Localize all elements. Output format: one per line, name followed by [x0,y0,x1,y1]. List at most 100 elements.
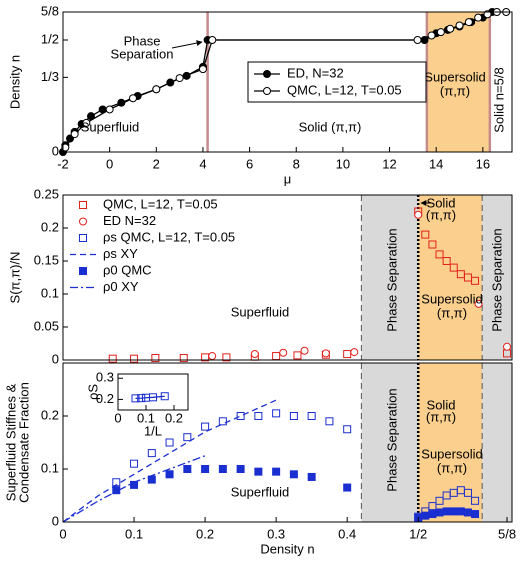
data-point [222,353,231,362]
data-point [160,392,169,401]
data-point [414,210,423,219]
data-point [343,483,352,492]
annotation: Superfluid [81,119,140,134]
x-tick-label: 0.1 [137,410,155,425]
data-point [128,94,137,103]
y-axis-label: Density n [7,55,22,109]
data-point [456,507,465,516]
data-point [147,449,156,458]
data-point [165,470,174,479]
data-point [449,507,458,516]
data-point [307,472,316,481]
annotation: (π,π) [437,460,467,475]
data-point [474,299,483,308]
data-point [442,507,451,516]
plot-frame [62,362,513,523]
annotation: Phase Separation [489,228,504,331]
plot-frame [117,373,189,411]
x-axis-label: Density n [260,541,314,556]
data-point [435,508,444,517]
legend-label: ED, N=32 [287,65,344,80]
y-axis-label: Condensate Fraction [16,382,31,503]
data-point [463,508,472,517]
data-point [471,276,480,285]
data-point [435,250,444,259]
data-point [201,422,210,431]
x-tick-label: 0 [59,526,66,541]
legend-marker [79,234,87,242]
data-point [428,502,437,511]
y-tick-label: 0 [52,513,59,528]
y-tick-label: 1/3 [41,69,59,84]
y-axis-label: ρS [85,384,100,400]
series-line [62,399,277,523]
x-tick-label: 12 [382,156,396,171]
annotation: Supersolid [421,446,482,461]
data-point [474,13,483,22]
legend-label: ρ0 QMC [103,262,152,277]
annotation: Superfluid [231,304,290,319]
data-point [208,352,217,361]
x-tick-label: 4 [199,156,206,171]
legend-label: ED N=32 [103,213,156,228]
data-point [130,480,139,489]
y-tick-label: 0.1 [41,460,59,475]
legend-marker [263,70,271,78]
data-point [149,393,157,402]
x-axis-label: μ [284,171,292,186]
data-point [61,143,70,152]
legend-label: ρ0 XY [103,279,139,294]
x-tick-label: 0 [106,156,113,171]
annotation: (π,π) [426,207,456,222]
x-tick-label: 16 [476,156,490,171]
data-point [293,351,302,360]
data-point [183,465,192,473]
phase-region [482,195,512,360]
data-point [254,467,263,476]
data-point [151,354,160,363]
y-tick-label: 1/2 [41,31,59,46]
data-point [208,36,217,44]
x-axis-label: 1/L [144,423,162,438]
data-point [272,409,281,418]
annotation: Supersolid [424,69,485,84]
x-tick-label: 0.4 [338,526,356,541]
data-point [343,350,352,359]
data-point [183,433,192,442]
phase-region [361,363,419,522]
plot-frame [62,11,513,153]
plot-frame [62,194,513,361]
data-point [300,346,309,355]
x-tick-label: 8 [293,156,300,171]
data-point [250,350,259,359]
data-point [471,496,480,505]
arrow [171,40,203,49]
annotation: (π,π) [437,305,467,320]
data-point [152,85,161,94]
annotation: (π,π) [426,409,456,424]
data-point [442,257,451,265]
y-tick-label: 0.05 [34,318,59,333]
data-point [130,459,139,468]
data-point [70,130,79,139]
data-point [321,349,330,358]
data-point [108,354,117,363]
data-point [471,510,480,519]
data-point [112,478,121,487]
x-tick-label: 10 [336,156,350,171]
legend-label: ρs XY [103,246,138,261]
data-point [435,496,444,505]
data-point [413,36,422,44]
phase-region [482,363,512,522]
y-axis-label: S(π,π)/N [7,252,22,304]
data-point [130,354,139,363]
data-point [105,105,114,114]
y-tick-label: 5/8 [41,3,59,18]
y-tick-label: 0 [52,351,59,366]
data-point [179,354,188,363]
legend-marker [79,201,87,209]
annotation: Separation [111,46,174,61]
annotation: Solid [427,195,456,210]
y-tick-label: 0.1 [41,285,59,300]
legend-label: ρs QMC, L=12, T=0.05 [103,229,235,244]
